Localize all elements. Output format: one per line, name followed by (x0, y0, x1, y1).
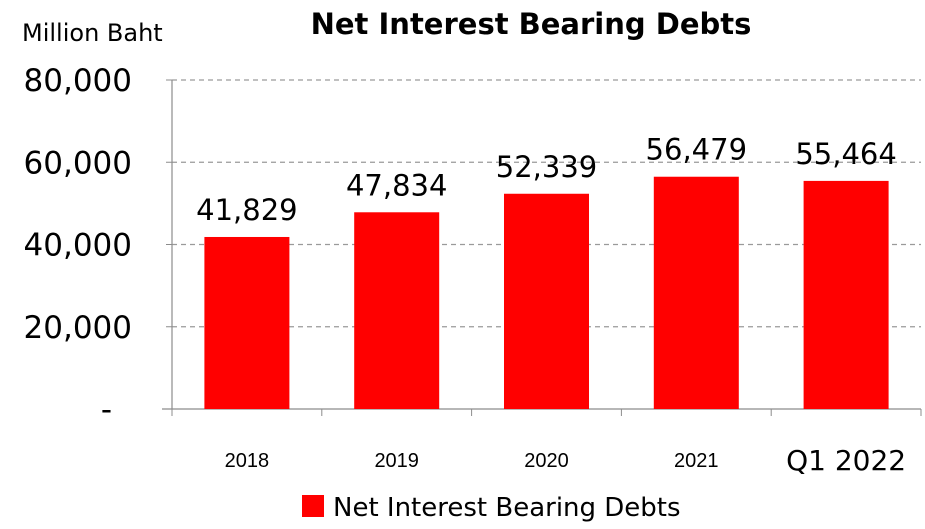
y-tick-label: 80,000 (24, 63, 132, 99)
legend: Net Interest Bearing Debts (302, 493, 681, 523)
x-tick-label: 2020 (524, 450, 569, 472)
y-tick-label: 40,000 (24, 228, 132, 264)
bar (504, 193, 589, 409)
x-tick-label: Q1 2022 (786, 444, 906, 477)
y-tick-label: - (101, 392, 112, 428)
legend-label: Net Interest Bearing Debts (333, 493, 681, 523)
bar (204, 236, 290, 409)
chart-title: Net Interest Bearing Debts (311, 7, 752, 41)
x-tick-label: 2018 (225, 450, 270, 472)
data-label: 47,834 (346, 168, 447, 202)
data-label: 55,464 (795, 137, 896, 171)
y-tick-labels: - 20,000 40,000 60,000 80,000 (24, 63, 132, 428)
x-tick-label: 2021 (674, 450, 719, 472)
data-labels: 41,829 47,834 52,339 56,479 55,464 (196, 133, 897, 227)
data-label: 41,829 (196, 193, 297, 227)
legend-swatch (302, 495, 324, 517)
y-tick-label: 20,000 (24, 310, 132, 346)
bar (803, 180, 889, 409)
gridlines (172, 79, 921, 328)
y-axis-label: Million Baht (22, 19, 163, 47)
y-tick-label: 60,000 (24, 145, 132, 181)
bar (354, 212, 440, 409)
x-tick-label: 2019 (374, 450, 419, 472)
bars (204, 176, 889, 409)
data-label: 56,479 (646, 133, 747, 167)
data-label: 52,339 (496, 150, 597, 184)
bar (653, 176, 739, 409)
x-tick-labels: 2018 2019 2020 2021 Q1 2022 (225, 444, 906, 477)
